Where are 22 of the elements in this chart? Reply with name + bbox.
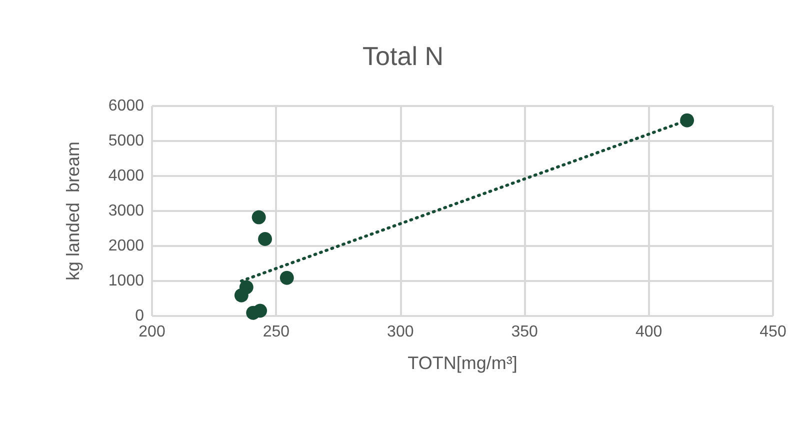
y-tick-label: 2000 [108,238,144,254]
y-tick-label: 4000 [108,168,144,184]
y-tick-label: 6000 [108,98,144,114]
point [253,304,268,318]
x-axis-title: TOTN[mg/m³] [408,353,518,373]
y-tick-label: 3000 [108,202,144,220]
point [252,210,266,224]
x-tick-label: 450 [760,324,786,340]
x-tick-label: 350 [511,324,538,340]
x-tick-label: 400 [635,324,662,340]
y-tick-label: 0 [135,308,144,324]
y-axis-title: kg landed bream [63,141,83,281]
chart-title: Total N [362,41,444,71]
x-tick-label: 300 [387,324,414,340]
point [280,270,294,285]
y-tick-label: 1000 [108,272,144,290]
y-tick-label: 5000 [108,132,144,150]
x-tick-label: 250 [262,324,290,340]
x-tick-label: 200 [138,324,166,340]
point [680,113,694,128]
point [234,288,248,302]
point [258,232,272,246]
